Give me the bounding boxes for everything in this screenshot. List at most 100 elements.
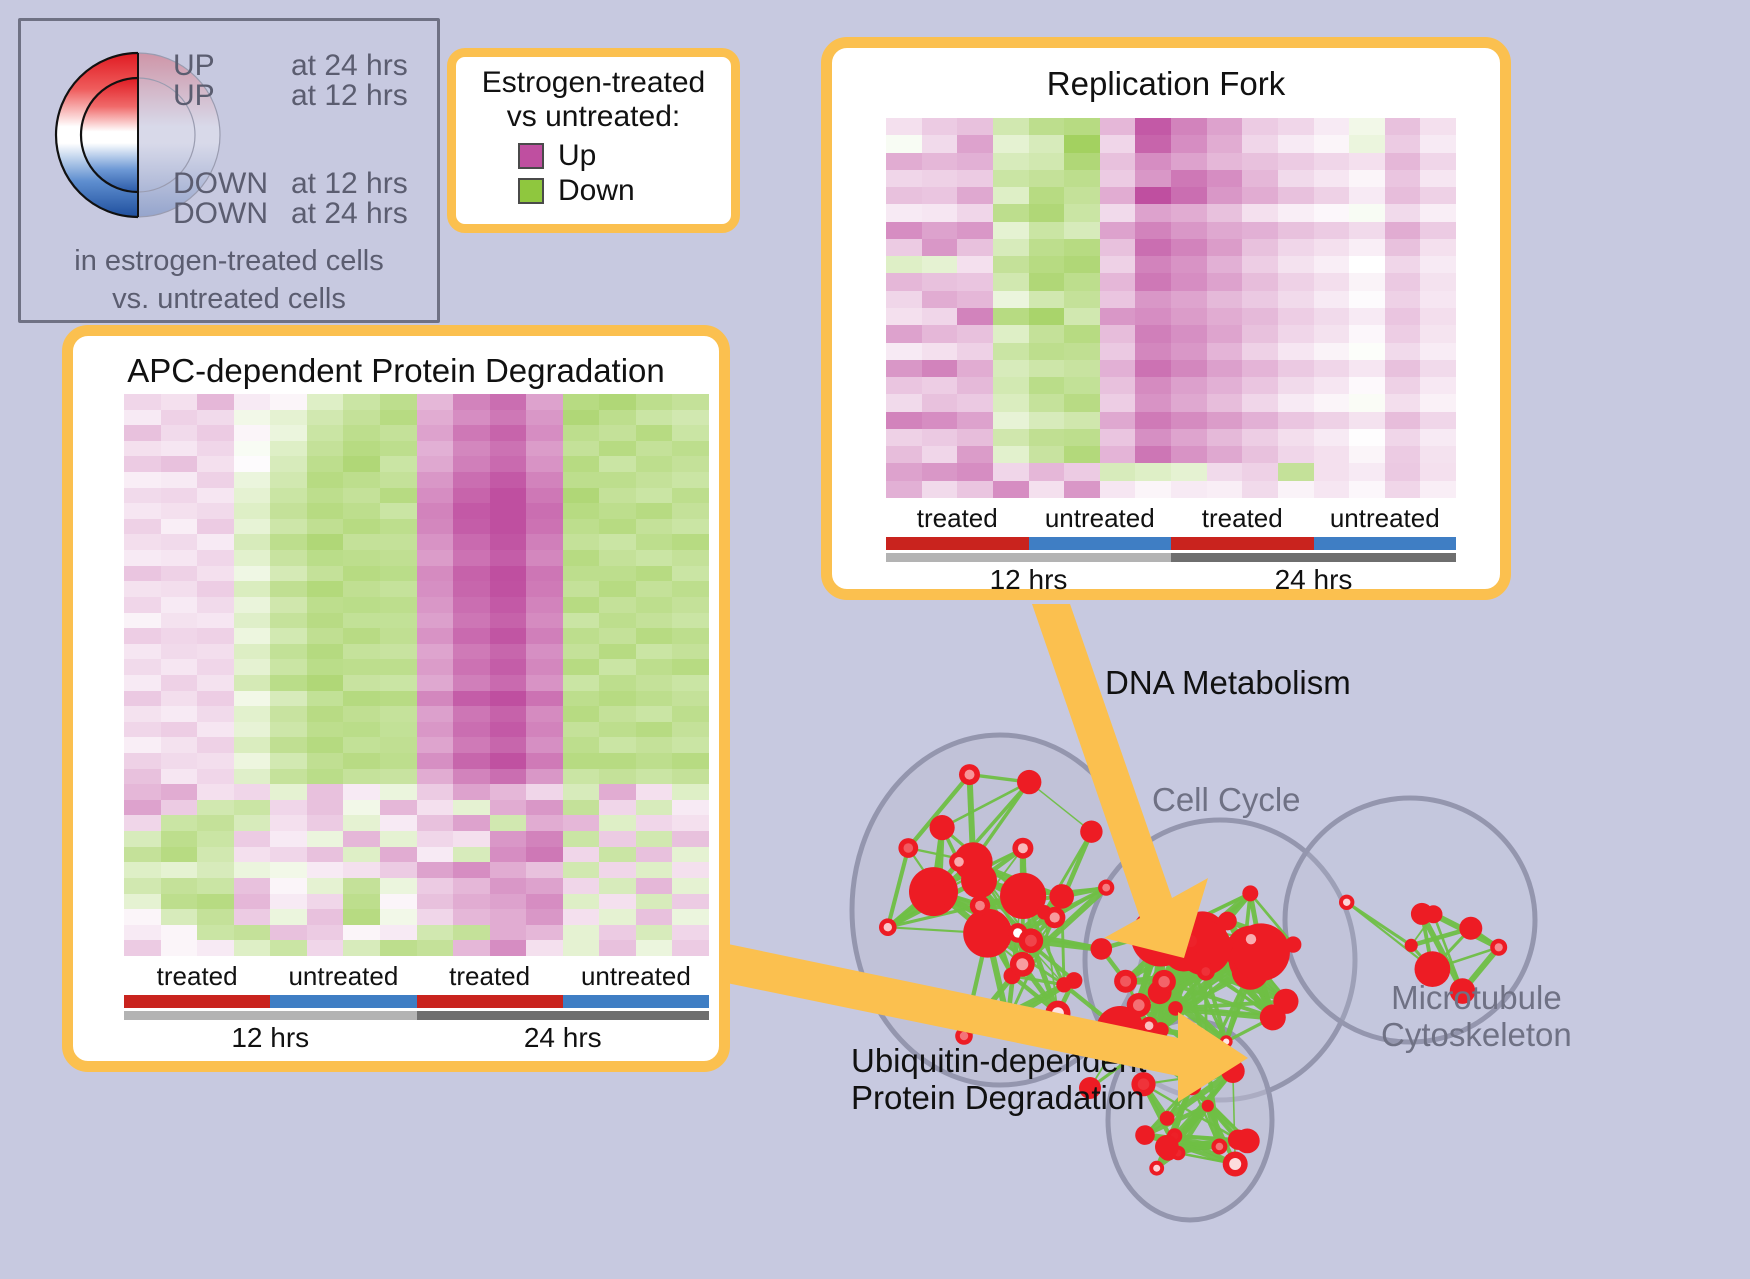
heatmap-cell: [1206, 308, 1243, 326]
heatmap-cell: [343, 456, 380, 473]
heatmap-cell: [1206, 187, 1243, 205]
heatmap-cell: [1206, 446, 1243, 464]
heatmap-cell: [1171, 273, 1207, 291]
heatmap-cell: [526, 862, 563, 878]
condition-bar-treated: [416, 995, 563, 1008]
heatmap-cell: [306, 940, 344, 956]
heatmap-cell: [306, 534, 344, 551]
heatmap-cell: [343, 425, 380, 441]
heatmap-cell: [672, 550, 709, 566]
heatmap-cell: [343, 518, 380, 535]
heatmap-cell: [379, 784, 417, 800]
heatmap-cell: [1099, 135, 1136, 153]
heatmap-cell: [197, 628, 234, 644]
network-node: [1080, 820, 1103, 843]
heatmap-cell: [957, 256, 993, 274]
heatmap-cell: [1420, 342, 1456, 360]
heatmap-cell: [886, 118, 922, 136]
heatmap-cell: [489, 909, 527, 925]
heatmap-cell: [921, 135, 958, 153]
heatmap-cell: [160, 768, 198, 785]
heatmap-cell: [416, 596, 454, 613]
heatmap-cell: [992, 135, 1029, 153]
heatmap-cell: [1171, 308, 1207, 326]
heatmap-cell: [233, 753, 271, 769]
heatmap-cell: [886, 359, 922, 378]
heatmap-cell: [197, 862, 234, 878]
heatmap-cell: [233, 799, 271, 816]
cluster-label-line2: Cytoskeleton: [1381, 1015, 1572, 1053]
heatmap-cell: [489, 581, 527, 597]
heatmap-cell: [197, 659, 234, 675]
heatmap-cell: [1242, 273, 1278, 291]
heatmap-cell: [124, 753, 161, 769]
heatmap-cell: [270, 534, 307, 551]
heatmap-cell: [379, 409, 417, 426]
heatmap-cell: [1420, 463, 1456, 481]
heatmap-cell: [1242, 135, 1278, 153]
heatmap-cell: [343, 877, 380, 894]
timepoint-bar-24hrs: [1313, 553, 1456, 562]
heatmap-cell: [599, 581, 636, 597]
heatmap-cell: [453, 612, 490, 629]
heatmap-cell: [1349, 446, 1385, 464]
heatmap-cell: [453, 940, 490, 956]
heatmap-cell: [489, 753, 527, 769]
heatmap-cell: [1064, 308, 1100, 326]
heatmap-cell: [197, 503, 234, 519]
heatmap-cell: [1384, 221, 1421, 239]
heatmap-cell: [160, 472, 198, 488]
heatmap-cell: [599, 737, 636, 754]
heatmap-cell: [1064, 238, 1100, 257]
heatmap-cell: [886, 290, 922, 308]
heatmap-cell: [453, 784, 490, 800]
heatmap-cell: [160, 784, 198, 800]
heatmap-cell: [526, 799, 563, 816]
heatmap-cell: [1064, 446, 1100, 464]
heatmap-cell: [957, 238, 993, 257]
heatmap-cell: [233, 643, 271, 660]
heatmap-cell: [599, 425, 636, 441]
heatmap-cell: [1313, 446, 1350, 464]
heatmap-cell: [1206, 273, 1243, 291]
network-node: [1414, 951, 1451, 987]
heatmap-cell: [672, 877, 709, 894]
network-node: [1168, 1001, 1183, 1016]
heatmap-cell: [672, 628, 709, 644]
heatmap-cell: [1277, 169, 1314, 188]
color-key-time: at 12 hrs: [291, 79, 408, 112]
heatmap-cell: [1028, 221, 1065, 239]
heatmap-cell: [343, 659, 380, 675]
network-edge: [1432, 913, 1464, 992]
heatmap-cell: [489, 565, 527, 582]
heatmap-cell: [1099, 325, 1136, 343]
heatmap-cell: [921, 221, 958, 239]
cluster-label-microtubule-cytoskeleton: Microtubule Cytoskeleton: [1381, 979, 1572, 1054]
network-node-core: [1049, 912, 1060, 923]
heatmap-cell: [1313, 428, 1350, 447]
heatmap-cell: [124, 456, 161, 473]
network-node: [1151, 892, 1173, 913]
legend-items: Up Down: [456, 139, 731, 208]
heatmap-cell: [599, 659, 636, 675]
heatmap-cell: [1206, 325, 1243, 343]
heatmap-cell: [1242, 394, 1278, 412]
heatmap-cell: [672, 690, 709, 707]
heatmap-cell: [526, 721, 563, 738]
heatmap-cell: [306, 909, 344, 925]
heatmap-cell: [1313, 256, 1350, 274]
heatmap-cell: [526, 518, 563, 535]
heatmap-cell: [526, 940, 563, 956]
heatmap-cell: [270, 581, 307, 597]
heatmap-cell: [1420, 325, 1456, 343]
heatmap-cell: [270, 721, 307, 738]
heatmap-cell: [992, 428, 1029, 447]
heatmap-cell: [562, 550, 600, 566]
network-node-core: [1017, 843, 1028, 854]
heatmap-cell: [489, 893, 527, 910]
heatmap-cell: [635, 659, 673, 675]
heatmap-cell: [921, 446, 958, 464]
heatmap-cell: [599, 690, 636, 707]
heatmap-cell: [343, 862, 380, 878]
heatmap-cell: [343, 612, 380, 629]
